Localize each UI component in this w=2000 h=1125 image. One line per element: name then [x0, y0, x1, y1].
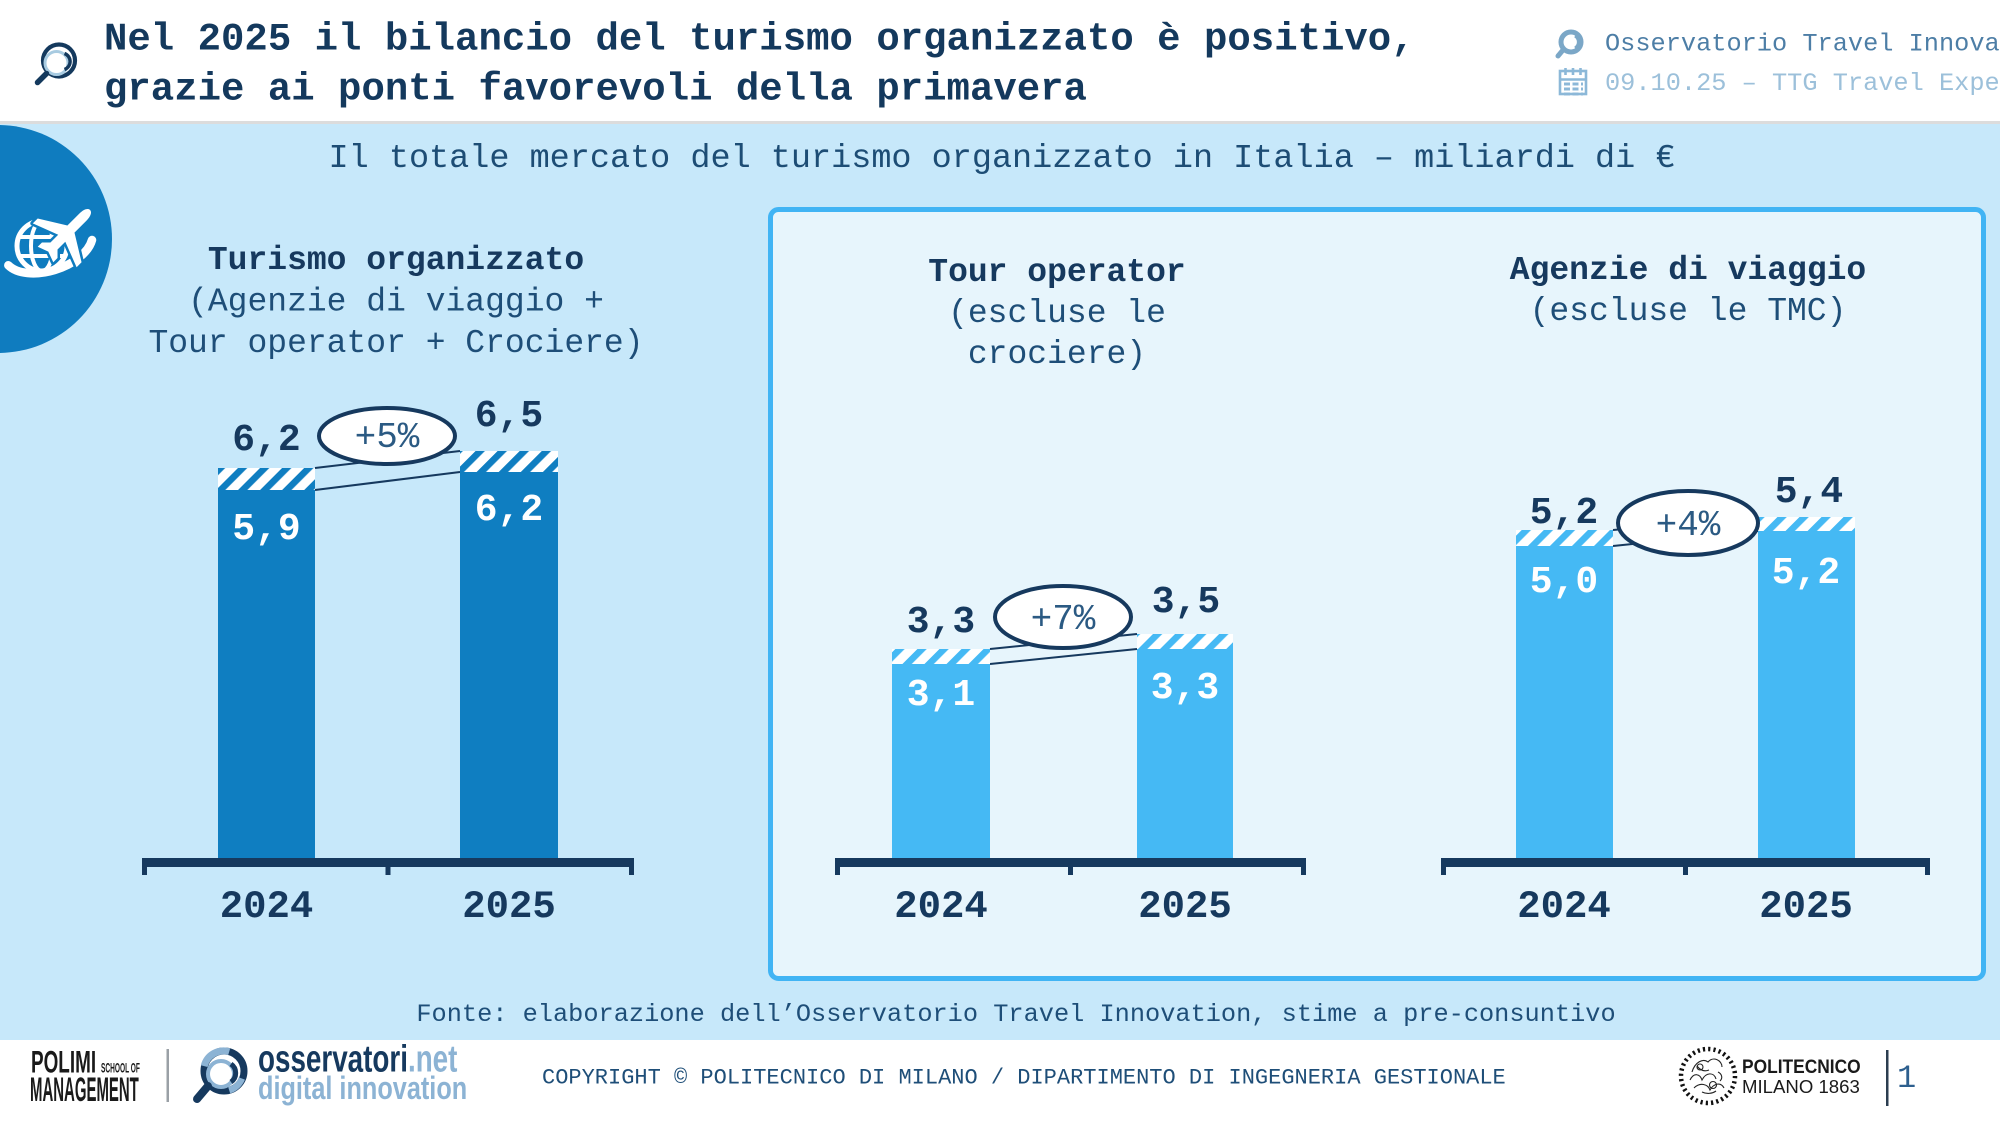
svg-text:3,3: 3,3	[1151, 667, 1219, 710]
svg-text:6,2: 6,2	[475, 489, 543, 532]
svg-text:+4%: +4%	[1656, 505, 1721, 546]
svg-text:(escluse le TMC): (escluse le TMC)	[1530, 293, 1847, 330]
svg-text:digital innovation: digital innovation	[258, 1071, 467, 1107]
svg-text:osservatori.net: osservatori.net	[258, 1039, 457, 1081]
svg-text:6,5: 6,5	[475, 395, 543, 438]
svg-text:Tour operator + Crociere): Tour operator + Crociere)	[148, 325, 643, 362]
svg-text:POLITECNICO: POLITECNICO	[1742, 1055, 1861, 1077]
svg-text:5,4: 5,4	[1775, 471, 1843, 514]
svg-text:3,1: 3,1	[907, 674, 975, 717]
svg-text:COPYRIGHT © POLITECNICO DI MIL: COPYRIGHT © POLITECNICO DI MILANO / DIPA…	[542, 1066, 1506, 1091]
svg-text:5,9: 5,9	[232, 508, 300, 551]
svg-text:Osservatorio Travel Innovation: Osservatorio Travel Innovation	[1605, 30, 2000, 59]
svg-text:3,3: 3,3	[907, 601, 975, 644]
svg-text:2024: 2024	[894, 885, 988, 929]
svg-text:09.10.25 – TTG Travel Experien: 09.10.25 – TTG Travel Experience	[1605, 69, 2000, 98]
svg-text:2025: 2025	[1759, 885, 1853, 929]
svg-text:grazie ai ponti favorevoli del: grazie ai ponti favorevoli della primave…	[104, 68, 1087, 112]
svg-text:+5%: +5%	[355, 417, 420, 458]
svg-text:crociere): crociere)	[968, 336, 1146, 373]
svg-text:(escluse le: (escluse le	[948, 295, 1166, 332]
svg-text:Agenzie di viaggio: Agenzie di viaggio	[1510, 252, 1866, 289]
svg-text:5,0: 5,0	[1530, 561, 1598, 604]
svg-text:POLIMI: POLIMI	[31, 1043, 96, 1079]
svg-text:2025: 2025	[462, 885, 556, 929]
svg-text:1: 1	[1897, 1060, 1916, 1097]
svg-text:MILANO 1863: MILANO 1863	[1742, 1076, 1860, 1097]
svg-text:Nel 2025 il bilancio del turis: Nel 2025 il bilancio del turismo organiz…	[104, 18, 1415, 62]
svg-text:(Agenzie di viaggio +: (Agenzie di viaggio +	[188, 284, 604, 321]
svg-text:2025: 2025	[1138, 885, 1232, 929]
svg-text:+7%: +7%	[1031, 599, 1096, 640]
svg-text:2024: 2024	[220, 885, 314, 929]
svg-text:Turismo organizzato: Turismo organizzato	[208, 242, 584, 279]
svg-text:Tour operator: Tour operator	[928, 254, 1185, 291]
svg-text:6,2: 6,2	[232, 419, 300, 462]
svg-text:Fonte: elaborazione dell’Osser: Fonte: elaborazione dell’Osservatorio Tr…	[416, 1000, 1615, 1029]
svg-text:2024: 2024	[1517, 885, 1611, 929]
svg-text:MANAGEMENT: MANAGEMENT	[30, 1070, 139, 1109]
svg-text:3,5: 3,5	[1152, 581, 1220, 624]
svg-text:5,2: 5,2	[1772, 552, 1840, 595]
svg-text:SCHOOL OF: SCHOOL OF	[101, 1061, 140, 1076]
svg-text:5,2: 5,2	[1530, 492, 1598, 535]
svg-text:Il totale mercato del turismo: Il totale mercato del turismo organizzat…	[329, 140, 1676, 178]
